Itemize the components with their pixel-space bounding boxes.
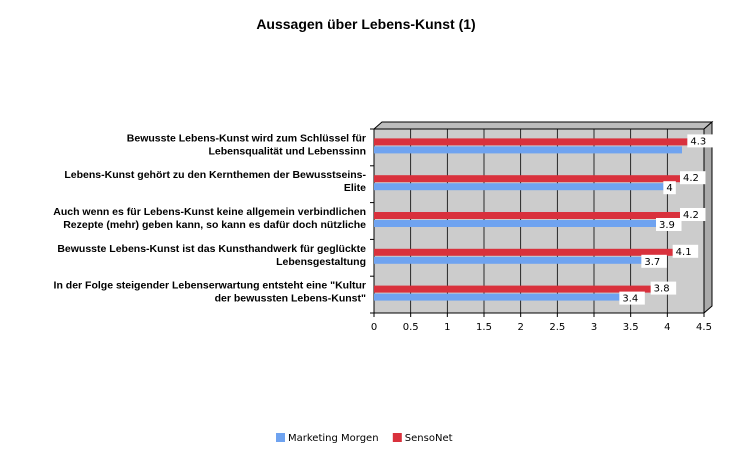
plot-top-face bbox=[372, 121, 714, 130]
data-label-box bbox=[656, 218, 682, 231]
category-label: Bewusste Lebens-Kunst wird zum Schlüssel… bbox=[127, 132, 366, 144]
data-label: 4.2 bbox=[683, 210, 699, 221]
x-tick-label: 0.5 bbox=[403, 322, 419, 333]
legend-label: SensoNet bbox=[405, 433, 453, 444]
x-tick-label: 4 bbox=[664, 322, 670, 333]
bar-marketing-morgen bbox=[374, 256, 646, 264]
category-label: Lebens-Kunst gehört zu den Kernthemen de… bbox=[64, 169, 366, 181]
data-label-box bbox=[672, 244, 699, 258]
x-tick-label: 2.5 bbox=[549, 322, 565, 333]
data-label: 4.2 bbox=[683, 173, 699, 184]
bar-marketing-morgen bbox=[374, 146, 682, 154]
bar-sensonet bbox=[374, 212, 682, 219]
category-label: Elite bbox=[344, 182, 366, 194]
data-label-box bbox=[680, 208, 706, 221]
category-label: Lebensgestaltung bbox=[276, 256, 366, 268]
legend-swatch bbox=[392, 433, 402, 442]
bar-sensonet bbox=[374, 175, 682, 183]
bar-sensonet bbox=[374, 248, 675, 256]
data-label: 4.1 bbox=[676, 247, 692, 258]
data-label: 4.3 bbox=[690, 136, 706, 147]
category-label: Auch wenn es für Lebens-Kunst keine allg… bbox=[53, 206, 366, 218]
data-label-box bbox=[680, 171, 706, 185]
bar-marketing-morgen bbox=[374, 220, 660, 227]
category-label: Lebensqualität und Lebenssinn bbox=[208, 145, 366, 157]
data-label: 3.8 bbox=[654, 284, 670, 295]
x-tick-label: 1.5 bbox=[476, 322, 492, 333]
bar-sensonet bbox=[374, 138, 690, 146]
chart-title: Aussagen über Lebens-Kunst (1) bbox=[256, 16, 475, 32]
data-label-box bbox=[619, 291, 645, 305]
x-tick-label: 4.5 bbox=[696, 322, 712, 333]
data-label: 3.9 bbox=[659, 220, 675, 231]
x-tick-label: 3.5 bbox=[623, 322, 639, 333]
data-label: 3.4 bbox=[622, 294, 638, 305]
bar-marketing-morgen bbox=[374, 293, 624, 301]
data-label: 4 bbox=[666, 183, 672, 194]
data-label-box bbox=[641, 254, 667, 268]
legend-swatch bbox=[276, 433, 285, 442]
bar-marketing-morgen bbox=[374, 183, 668, 191]
x-tick-label: 3 bbox=[591, 322, 597, 333]
x-tick-label: 1 bbox=[444, 322, 450, 333]
plot-area: 0 0.5 1 1.5 2 2.5 3 3.5 4 4.5 Bewusste Lebens-Kuns… bbox=[53, 120, 714, 333]
legend-label: Marketing Morgen bbox=[288, 433, 379, 444]
legend: Marketing Morgen SensoNet bbox=[276, 433, 453, 444]
data-label-box bbox=[650, 281, 677, 295]
category-label: In der Folge steigender Lebenserwartung … bbox=[54, 280, 366, 292]
data-label-box bbox=[687, 134, 713, 148]
data-label-box bbox=[663, 181, 676, 195]
category-label: der bewussten Lebens-Kunst" bbox=[215, 293, 366, 305]
bar-sensonet bbox=[374, 285, 653, 293]
data-label: 3.7 bbox=[644, 257, 660, 268]
category-label: Bewusste Lebens-Kunst ist das Kunsthandw… bbox=[57, 243, 366, 255]
x-tick-label: 2 bbox=[517, 322, 523, 333]
x-tick-label: 0 bbox=[371, 322, 377, 333]
category-label: Rezepte (mehr) geben kann, so kann es da… bbox=[63, 219, 366, 231]
